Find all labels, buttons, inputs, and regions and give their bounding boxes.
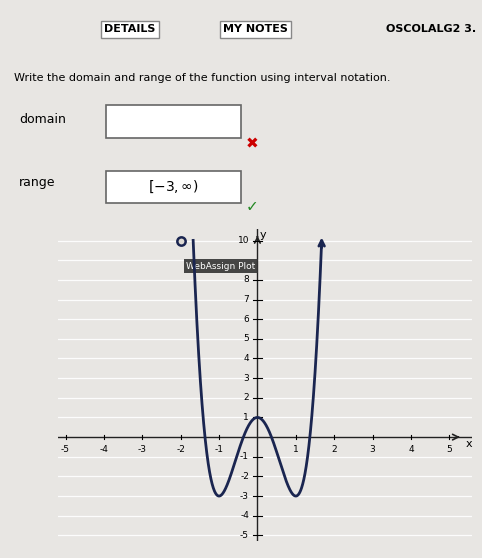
Text: -2: -2	[176, 445, 185, 454]
Text: OSCOLALG2 3.: OSCOLALG2 3.	[386, 25, 476, 34]
Text: -1: -1	[214, 445, 224, 454]
Text: 6: 6	[243, 315, 249, 324]
Bar	[106, 171, 241, 204]
Text: -4: -4	[240, 511, 249, 520]
Text: WebAssign Plot: WebAssign Plot	[187, 262, 255, 271]
Text: -5: -5	[240, 531, 249, 540]
Text: -4: -4	[99, 445, 108, 454]
Text: ✖: ✖	[246, 137, 258, 152]
Text: -3: -3	[240, 492, 249, 501]
Text: 10: 10	[238, 236, 249, 245]
Text: $[-3,\infty)$: $[-3,\infty)$	[148, 179, 199, 195]
Text: 4: 4	[243, 354, 249, 363]
Text: domain: domain	[19, 113, 66, 126]
Text: 3: 3	[370, 445, 375, 454]
Text: y: y	[260, 230, 267, 240]
Text: -5: -5	[61, 445, 70, 454]
Text: 1: 1	[243, 413, 249, 422]
Text: 3: 3	[243, 374, 249, 383]
Text: 7: 7	[243, 295, 249, 304]
Text: DETAILS: DETAILS	[105, 25, 156, 34]
Text: 4: 4	[408, 445, 414, 454]
Text: 2: 2	[243, 393, 249, 402]
Text: -1: -1	[240, 452, 249, 461]
Text: 1: 1	[293, 445, 299, 454]
Text: 8: 8	[243, 276, 249, 285]
Text: MY NOTES: MY NOTES	[223, 25, 288, 34]
Text: x: x	[465, 439, 472, 449]
Text: -2: -2	[240, 472, 249, 481]
Text: 2: 2	[331, 445, 337, 454]
Text: range: range	[19, 176, 56, 189]
Text: ✓: ✓	[246, 199, 258, 214]
Bar	[106, 105, 241, 138]
Text: 5: 5	[446, 445, 452, 454]
Text: -3: -3	[138, 445, 147, 454]
Text: Write the domain and range of the function using interval notation.: Write the domain and range of the functi…	[14, 73, 391, 83]
Text: 5: 5	[243, 334, 249, 343]
